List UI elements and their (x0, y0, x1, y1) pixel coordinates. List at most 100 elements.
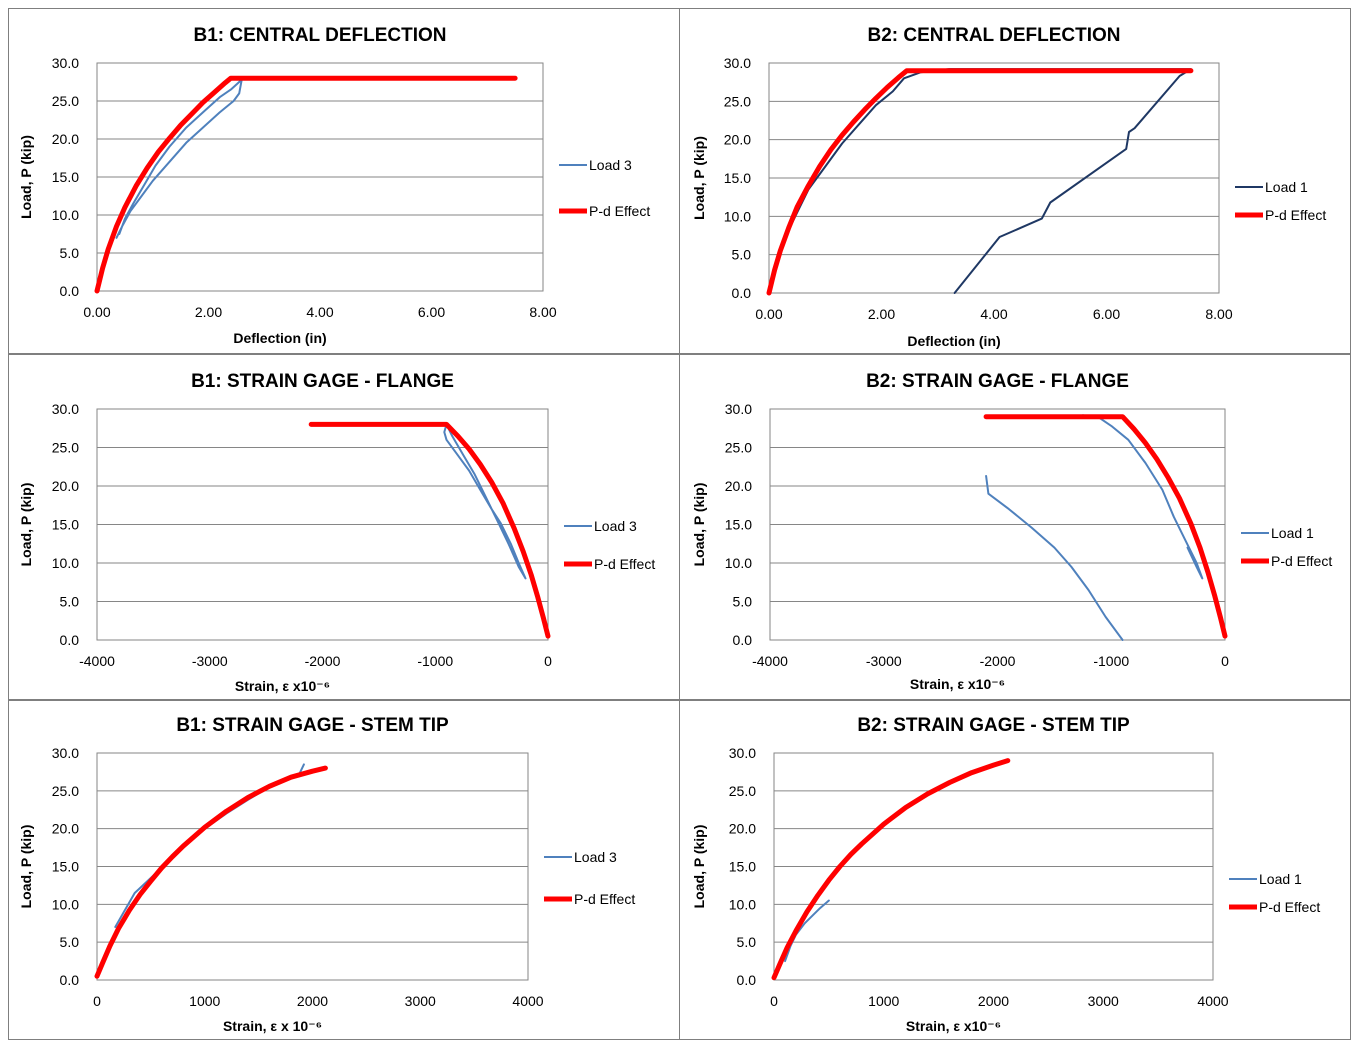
x-axis-label: Strain, ε x 10⁻⁶ (223, 1018, 322, 1034)
series-line-load-1 (1081, 414, 1204, 580)
series-line-load-1-unloading- (985, 475, 1124, 641)
series-line-p-d-effect (94, 765, 328, 979)
series-line-p-d-effect (94, 75, 518, 294)
y-tick-label: 20.0 (52, 131, 79, 147)
y-tick-label: 30.0 (725, 401, 752, 417)
legend-label: P-d Effect (1259, 899, 1320, 915)
chart-title: B1: CENTRAL DEFLECTION (194, 25, 447, 46)
chart-panel-b1-deflection: 0.0 5.0 10.0 15.0 20.0 25.0 30.0 0.00 2.00 4.00 6.… (8, 8, 680, 354)
legend-label: P-d Effect (1265, 207, 1326, 223)
chart-panel-b2-flange: 0.0 5.0 10.0 15.0 20.0 25.0 30.0 -4000 -3000 -200… (679, 354, 1351, 700)
y-tick-label: 10.0 (729, 896, 756, 912)
legend-label: P-d Effect (574, 891, 635, 907)
x-tick-label: 2.00 (868, 306, 895, 322)
y-tick-label: 5.0 (60, 934, 80, 950)
y-tick-label: 20.0 (52, 821, 79, 837)
y-tick-label: 30.0 (724, 55, 751, 71)
legend-label: Load 3 (589, 157, 632, 173)
chart-svg-b2-stem: 0.0 5.0 10.0 15.0 20.0 25.0 30.0 0 1000 2000 3000 4… (691, 715, 1320, 1034)
y-tick-label: 25.0 (725, 440, 752, 456)
y-tick-label: 10.0 (52, 896, 79, 912)
x-tick-label: 0.00 (755, 306, 782, 322)
chart-svg-b1-stem: 0.0 5.0 10.0 15.0 20.0 25.0 30.0 0 1000 2000 3000 4… (18, 715, 635, 1034)
chart-svg-b1-flange: 0.0 5.0 10.0 15.0 20.0 25.0 30.0 -4000 -3000 -200… (18, 371, 655, 694)
y-tick-label: 30.0 (52, 745, 79, 761)
y-tick-label: 30.0 (52, 401, 79, 417)
y-tick-label: 10.0 (725, 555, 752, 571)
legend-label: Load 3 (574, 849, 617, 865)
chart-title: B2: STRAIN GAGE - FLANGE (866, 371, 1129, 392)
x-axis-label: Deflection (in) (907, 333, 1000, 349)
y-tick-label: 25.0 (729, 783, 756, 799)
series-line-load-3 (115, 77, 243, 239)
x-tick-label: -3000 (866, 653, 902, 669)
x-tick-label: -2000 (980, 653, 1016, 669)
x-axis-label: Deflection (in) (233, 330, 326, 346)
x-tick-label: -2000 (305, 653, 341, 669)
y-tick-label: 0.0 (60, 632, 80, 648)
y-tick-label: 10.0 (52, 555, 79, 571)
y-axis-label: Load, P (kip) (18, 135, 34, 219)
x-tick-label: 3000 (405, 993, 436, 1009)
chart-title: B2: STRAIN GAGE - STEM TIP (857, 715, 1130, 736)
y-tick-label: 25.0 (52, 440, 79, 456)
x-tick-label: 4.00 (306, 304, 333, 320)
series-line-p-d-effect (771, 758, 1011, 981)
y-tick-label: 20.0 (729, 821, 756, 837)
x-tick-label: 0 (93, 993, 101, 1009)
chart-svg-b1-deflection: 0.0 5.0 10.0 15.0 20.0 25.0 30.0 0.00 2.00 4.00 6.… (18, 25, 650, 346)
chart-svg-b2-deflection: 0.0 5.0 10.0 15.0 20.0 25.0 30.0 0.00 2.00 4.00 6.… (691, 25, 1326, 349)
legend-label: P-d Effect (1271, 553, 1332, 569)
x-tick-label: 0 (770, 993, 778, 1009)
legend-label: Load 1 (1259, 871, 1302, 887)
x-tick-label: 8.00 (529, 304, 556, 320)
x-tick-label: 0 (1221, 653, 1229, 669)
y-tick-label: 15.0 (725, 517, 752, 533)
y-tick-label: 15.0 (52, 517, 79, 533)
y-axis-label: Load, P (kip) (691, 136, 707, 220)
x-tick-label: -4000 (79, 653, 115, 669)
x-tick-label: 2000 (978, 993, 1009, 1009)
y-tick-label: 5.0 (60, 594, 80, 610)
x-tick-label: 1000 (868, 993, 899, 1009)
x-axis-label: Strain, ε x10⁻⁶ (910, 676, 1005, 692)
y-tick-label: 30.0 (729, 745, 756, 761)
y-tick-label: 20.0 (52, 478, 79, 494)
x-tick-label: 0.00 (83, 304, 110, 320)
legend-label: P-d Effect (594, 556, 655, 572)
x-tick-label: -1000 (1093, 653, 1129, 669)
x-tick-label: 4.00 (980, 306, 1007, 322)
chart-panel-b1-flange: 0.0 5.0 10.0 15.0 20.0 25.0 30.0 -4000 -3000 -200… (8, 354, 680, 700)
y-tick-label: 30.0 (52, 55, 79, 71)
y-axis-label: Load, P (kip) (18, 483, 34, 567)
x-tick-label: -1000 (417, 653, 453, 669)
y-tick-label: 15.0 (724, 170, 751, 186)
y-tick-label: 15.0 (52, 859, 79, 875)
y-tick-label: 5.0 (733, 594, 753, 610)
x-tick-label: 6.00 (1093, 306, 1120, 322)
y-axis-label: Load, P (kip) (691, 483, 707, 567)
y-tick-label: 0.0 (737, 972, 757, 988)
y-tick-label: 0.0 (732, 285, 752, 301)
y-axis-label: Load, P (kip) (18, 825, 34, 909)
y-tick-label: 10.0 (724, 208, 751, 224)
series-line-load-1 (773, 68, 1192, 294)
chart-panel-b1-stem: 0.0 5.0 10.0 15.0 20.0 25.0 30.0 0 1000 2000 3000 4… (8, 700, 680, 1040)
x-tick-label: 2.00 (195, 304, 222, 320)
x-tick-label: 4000 (1197, 993, 1228, 1009)
x-axis-label: Strain, ε x10⁻⁶ (235, 678, 330, 694)
y-tick-label: 25.0 (724, 93, 751, 109)
x-tick-label: 2000 (297, 993, 328, 1009)
x-tick-label: -3000 (192, 653, 228, 669)
x-tick-label: 3000 (1088, 993, 1119, 1009)
y-tick-label: 15.0 (52, 169, 79, 185)
x-tick-label: 6.00 (418, 304, 445, 320)
chart-title: B2: CENTRAL DEFLECTION (868, 25, 1121, 46)
y-tick-label: 5.0 (737, 934, 757, 950)
chart-panel-b2-deflection: 0.0 5.0 10.0 15.0 20.0 25.0 30.0 0.00 2.00 4.00 6.… (679, 8, 1351, 354)
y-tick-label: 0.0 (60, 283, 80, 299)
chart-panel-b2-stem: 0.0 5.0 10.0 15.0 20.0 25.0 30.0 0 1000 2000 3000 4… (679, 700, 1351, 1040)
y-tick-label: 5.0 (732, 247, 752, 263)
x-tick-label: 4000 (512, 993, 543, 1009)
